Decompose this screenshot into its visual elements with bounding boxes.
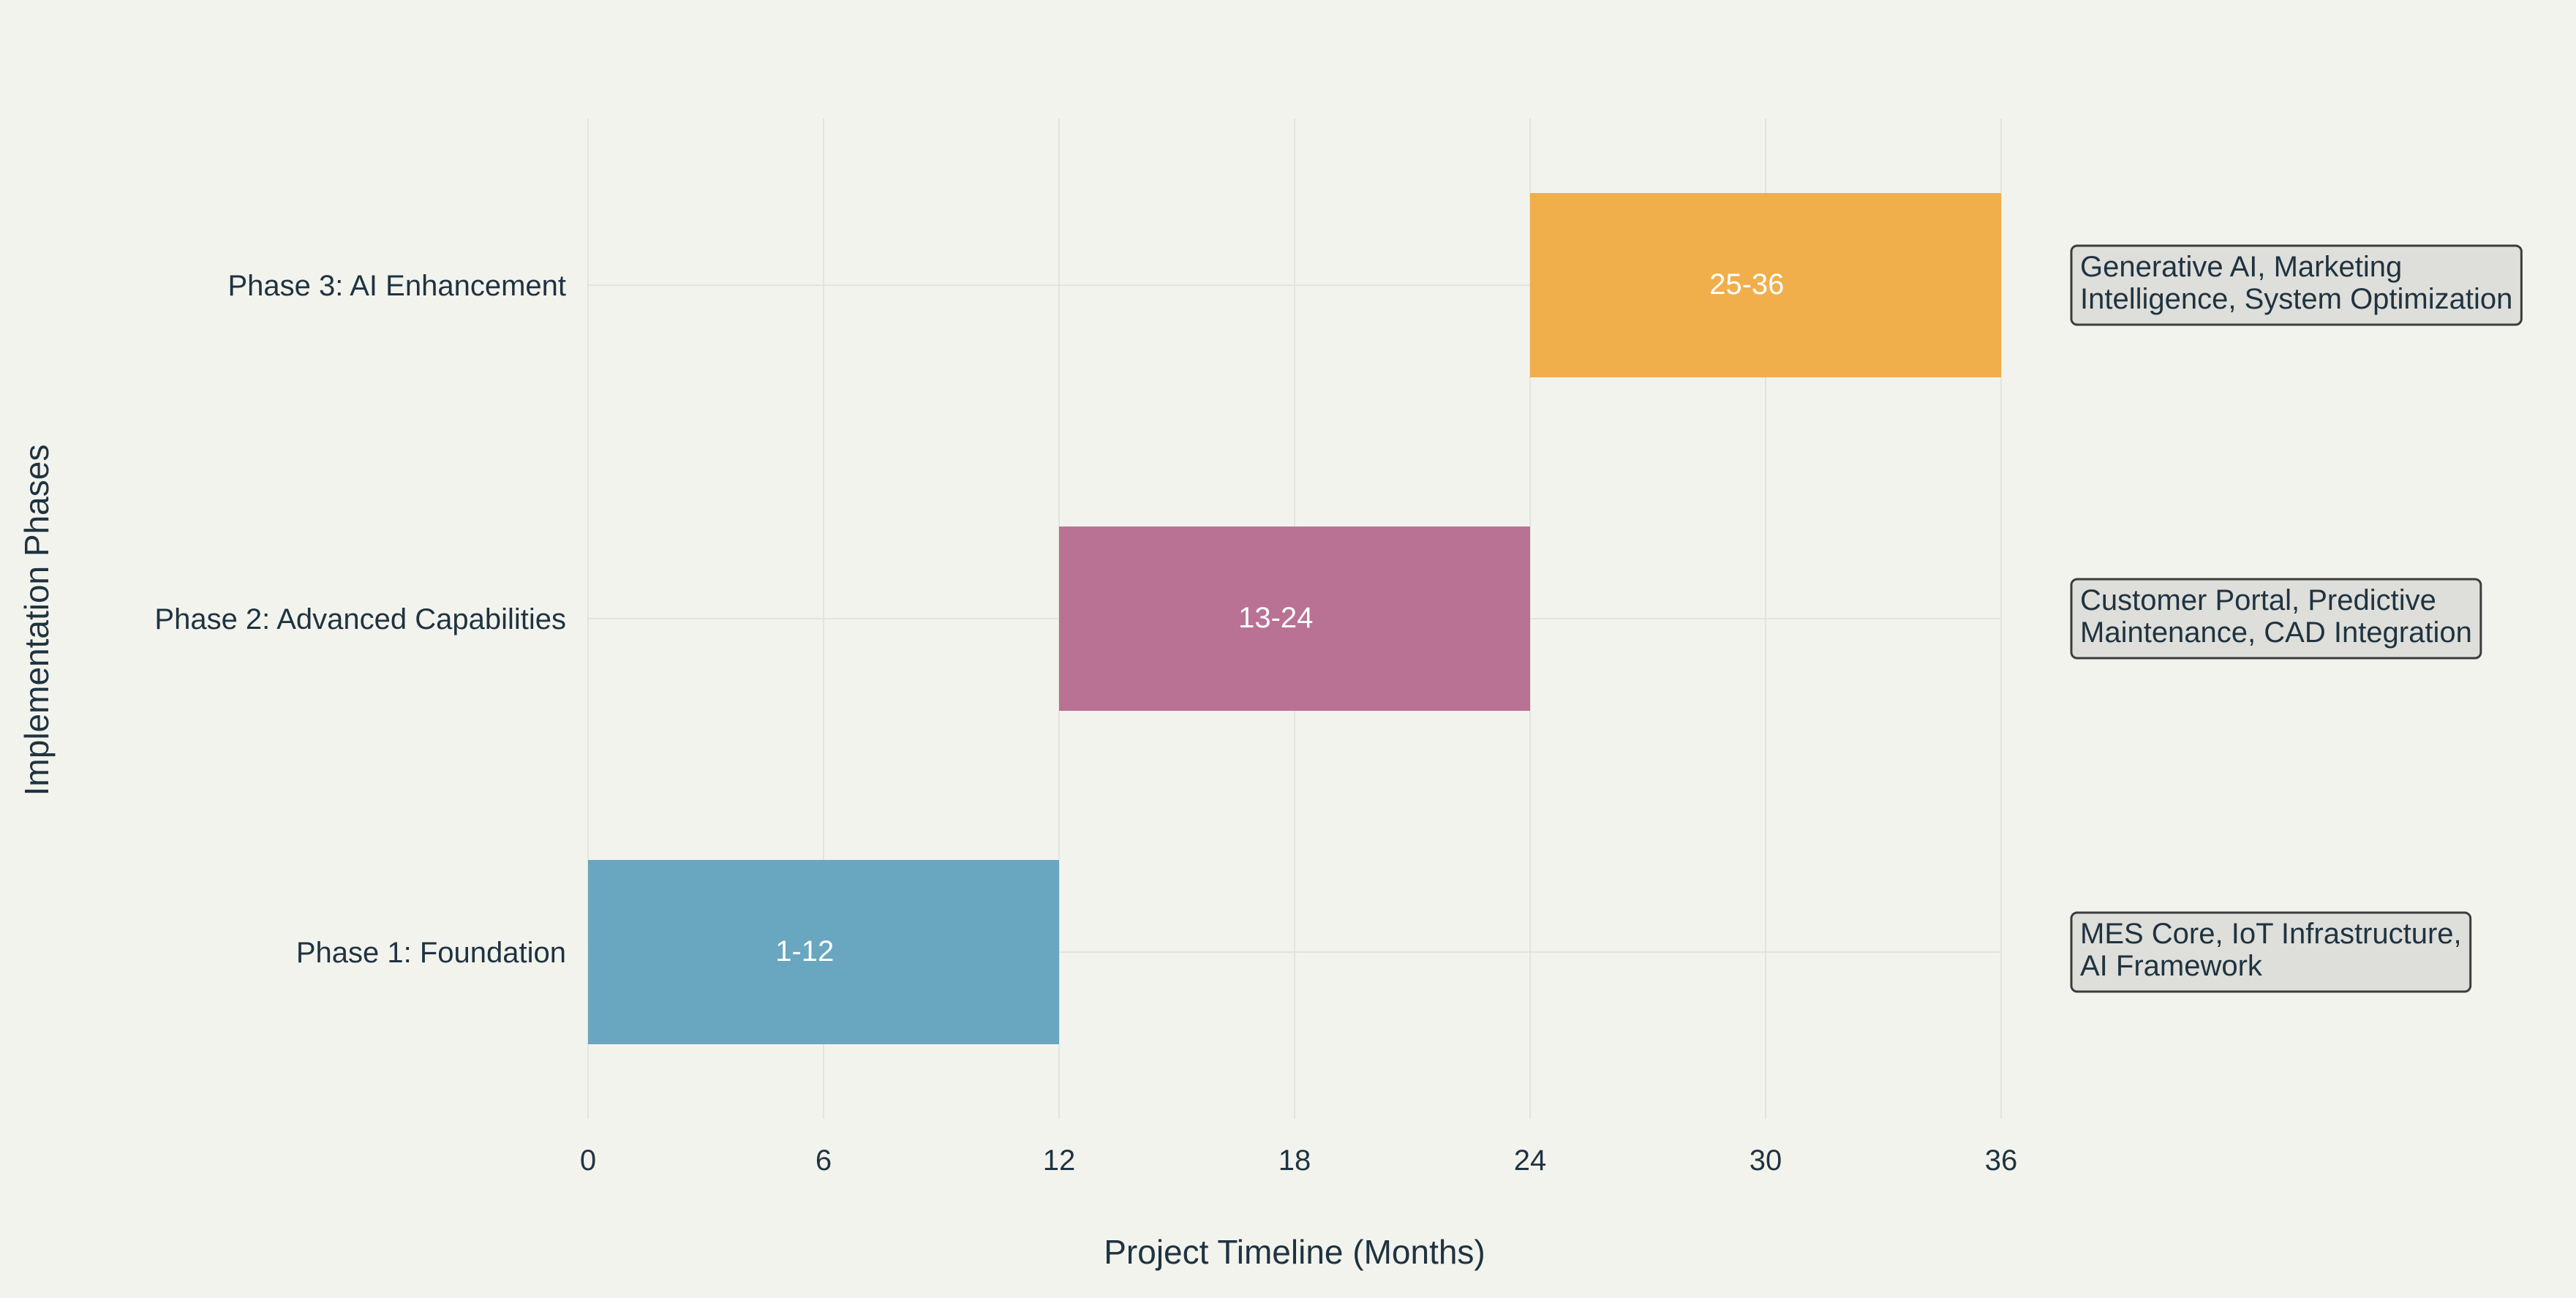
bar-label: 13-24 <box>1238 602 1313 634</box>
bar-layer <box>588 193 2001 1044</box>
x-tick-label: 36 <box>1985 1144 2018 1177</box>
annotation-text: AI Framework <box>2080 950 2263 982</box>
annotation: MES Core, IoT Infrastructure,AI Framewor… <box>2070 911 2472 993</box>
annotation-box <box>2070 578 2482 660</box>
bar-label: 1-12 <box>775 935 834 967</box>
category-label: Phase 3: AI Enhancement <box>227 270 566 302</box>
annotation-box <box>2070 244 2523 326</box>
x-tick-label: 6 <box>816 1144 832 1177</box>
bar <box>1530 193 2001 377</box>
x-axis-title: Project Timeline (Months) <box>1104 1233 1485 1271</box>
x-tick-label: 24 <box>1514 1144 1547 1177</box>
x-tick-label: 12 <box>1043 1144 1076 1177</box>
annotation-text: Customer Portal, Predictive <box>2080 584 2436 616</box>
annotation-text: Intelligence, System Optimization <box>2080 283 2512 315</box>
annotation-text: Generative AI, Marketing <box>2080 251 2402 283</box>
annotation-box <box>2070 911 2472 993</box>
x-tick-label: 30 <box>1750 1144 1782 1177</box>
note-layer: MES Core, IoT Infrastructure,AI Framewor… <box>2070 244 2523 993</box>
annotation: Customer Portal, PredictiveMaintenance, … <box>2070 578 2482 660</box>
y-axis-title: Implementation Phases <box>18 445 56 796</box>
annotation-text: MES Core, IoT Infrastructure, <box>2080 918 2462 950</box>
annotation-text: Maintenance, CAD Integration <box>2080 616 2472 649</box>
bar <box>588 860 1059 1044</box>
x-tick-label: 18 <box>1278 1144 1311 1177</box>
bar <box>1059 527 1530 711</box>
bar-label: 25-36 <box>1709 268 1784 301</box>
category-label: Phase 1: Foundation <box>296 937 566 969</box>
label-layer: 0 6 12 18 24 30 36 Phase 1: Foundation 1-12 Phase… <box>154 268 2017 1177</box>
category-label: Phase 2: Advanced Capabilities <box>154 603 566 635</box>
x-tick-label: 0 <box>580 1144 596 1177</box>
